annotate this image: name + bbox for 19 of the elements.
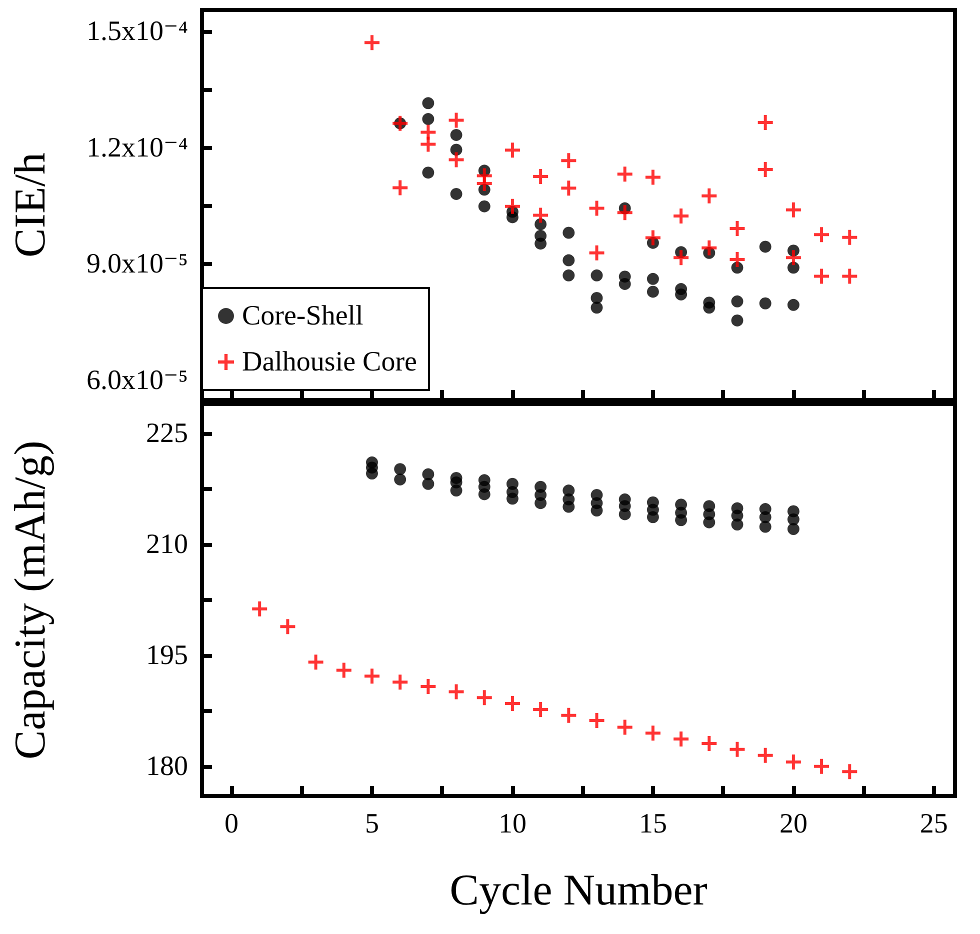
y-tick-label: 1.2x10⁻⁴ (86, 132, 188, 164)
y-tick-label: 6.0x10⁻⁵ (86, 365, 188, 396)
y-tick-label: 210 (146, 529, 188, 560)
x-tick-label: 10 (498, 808, 526, 840)
y-tick-label: 180 (146, 750, 188, 782)
x-tick-label: 20 (779, 808, 808, 840)
x-tick-label: 0 (224, 808, 238, 840)
x-axis-title: Cycle Number (450, 866, 708, 914)
x-tick-label: 15 (638, 808, 667, 840)
x-tick-label: 5 (364, 808, 379, 840)
y-axis-title: Capacity (mAh/g) (6, 440, 54, 760)
legend-label: Core-Shell (242, 300, 364, 332)
x-tick-label: 25 (920, 808, 948, 840)
y-tick-label: 1.5x10⁻⁴ (86, 16, 188, 47)
legend-label: Dalhousie Core (242, 346, 417, 378)
y-axis-title: CIE/h (6, 152, 54, 258)
y-tick-label: 225 (146, 418, 188, 450)
y-tick-label: 195 (146, 640, 188, 671)
y-tick-label: 9.0x10⁻⁵ (86, 248, 188, 280)
